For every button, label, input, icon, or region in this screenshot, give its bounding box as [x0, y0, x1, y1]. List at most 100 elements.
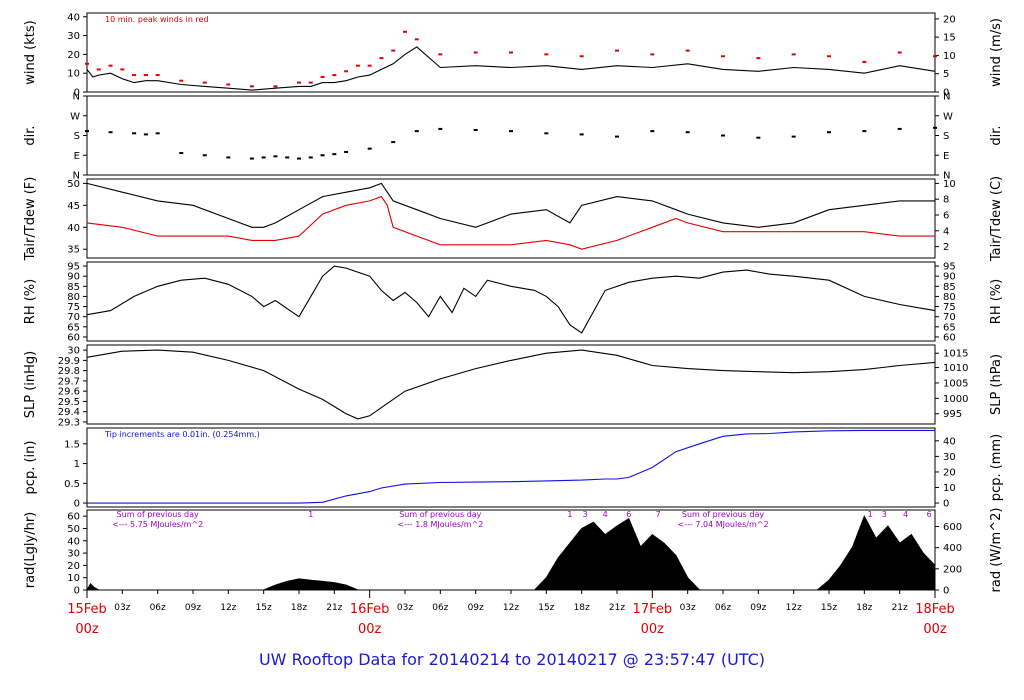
- series-point: [261, 156, 266, 159]
- series-point: [332, 74, 337, 77]
- series-point: [297, 81, 301, 84]
- left-tick-label: 40: [67, 12, 80, 23]
- series-point: [509, 130, 513, 133]
- right-tick-label: 75: [943, 302, 956, 313]
- x-minor-label: 21z: [892, 603, 908, 613]
- daily-note-line1: Sum of previous day: [399, 510, 481, 519]
- series-point: [297, 157, 301, 160]
- series-point: [473, 51, 478, 54]
- panel-frame: [86, 95, 936, 176]
- left-tick-label: 0: [74, 586, 80, 597]
- series-point: [391, 49, 396, 52]
- series-point: [414, 130, 419, 133]
- hour-mark: 6: [927, 510, 932, 519]
- left-tick-label: 45: [67, 201, 80, 212]
- x-major-hour: 00z: [923, 622, 947, 637]
- y-axis-label-right: rad (W/m^2): [989, 508, 1004, 593]
- left-tick-label: 60: [67, 332, 80, 343]
- right-tick-label: 400: [943, 543, 962, 554]
- left-tick-label: 29.7: [58, 376, 80, 387]
- x-major-date: 16Feb: [350, 602, 390, 617]
- page-title: UW Rooftop Data for 20140214 to 20140217…: [258, 650, 766, 669]
- hour-mark: 4: [603, 510, 608, 519]
- y-axis-label-right: pcp. (mm): [989, 434, 1004, 501]
- series-point: [344, 150, 349, 153]
- panel-annotation: Tip increments are 0.01in. (0.254mm.): [104, 430, 260, 439]
- left-tick-label: 29.9: [58, 356, 80, 367]
- right-tick-label: E: [943, 151, 949, 162]
- x-minor-label: 09z: [185, 603, 201, 613]
- series-point: [756, 136, 761, 139]
- x-major-hour: 00z: [75, 622, 99, 637]
- hour-mark: 1: [868, 510, 873, 519]
- left-tick-label: 0: [74, 499, 80, 510]
- series-point: [108, 64, 113, 67]
- right-tick-label: 85: [943, 282, 956, 293]
- panel-4: 29.329.429.529.629.729.829.930 995 1000 100…: [23, 344, 1004, 428]
- series-line: [86, 265, 936, 334]
- left-tick-label: 75: [67, 302, 80, 313]
- x-major-date: 15Feb: [67, 602, 107, 617]
- hour-mark: 1: [308, 510, 313, 519]
- right-tick-label: N: [943, 92, 950, 103]
- right-tick-label: 0: [943, 499, 949, 510]
- left-tick-label: W: [70, 111, 80, 122]
- left-tick-label: S: [74, 131, 80, 142]
- right-tick-label: 65: [943, 322, 956, 333]
- series-point: [226, 156, 231, 159]
- right-tick-label: 600: [943, 522, 962, 533]
- panel-0: 0 10 20 30 40 0 5 10 15 20 wind (kts) wind (m/s) 10 …: [23, 12, 1004, 98]
- left-tick-label: 50: [67, 179, 80, 190]
- x-minor-label: 09z: [750, 603, 766, 613]
- right-tick-label: 30: [943, 452, 956, 463]
- x-minor-label: 15z: [256, 603, 272, 613]
- left-tick-label: 60: [67, 512, 80, 523]
- series-point: [650, 53, 655, 56]
- series-point: [897, 51, 902, 54]
- right-tick-label: 10: [943, 483, 956, 494]
- series-point: [143, 74, 148, 77]
- y-axis-label-right: Tair/Tdew (C): [989, 176, 1004, 262]
- series-point: [544, 53, 549, 56]
- x-major-date: 17Feb: [633, 602, 673, 617]
- left-tick-label: 10: [67, 573, 80, 584]
- x-major-hour: 00z: [641, 622, 665, 637]
- x-minor-label: 12z: [503, 603, 519, 613]
- series-point: [438, 53, 443, 56]
- right-tick-label: 1005: [943, 378, 968, 389]
- series-line: [86, 349, 936, 420]
- y-axis-label-right: dir.: [989, 125, 1004, 145]
- x-minor-label: 18z: [291, 603, 307, 613]
- left-tick-label: 35: [67, 245, 80, 256]
- series-point: [379, 57, 384, 60]
- series-point: [650, 130, 655, 133]
- series-point: [862, 130, 867, 133]
- left-tick-label: E: [74, 151, 80, 162]
- x-minor-label: 06z: [715, 603, 731, 613]
- right-tick-label: 200: [943, 564, 962, 575]
- daily-note-line2: <--- 7.04 MJoules/m^2: [677, 520, 768, 529]
- x-minor-label: 09z: [468, 603, 484, 613]
- right-tick-label: 10: [943, 51, 956, 62]
- series-point: [85, 130, 89, 133]
- right-tick-label: 0: [943, 586, 949, 597]
- left-tick-label: 29.4: [58, 407, 80, 418]
- series-point: [96, 68, 101, 71]
- series-point: [403, 30, 407, 33]
- series-point: [756, 57, 761, 60]
- left-tick-label: 40: [67, 223, 80, 234]
- panel-5: 0 0.5 1 1.5 0 10 20 30 40 pcp. (in) pcp. (mm) Tip i…: [23, 427, 1004, 510]
- series-point: [132, 74, 137, 77]
- left-tick-label: 30: [67, 31, 80, 42]
- left-tick-label: 1: [74, 459, 80, 470]
- left-tick-label: 29.8: [58, 366, 80, 377]
- series-point: [827, 55, 831, 58]
- series-line: [86, 182, 935, 228]
- series-line: [86, 195, 935, 250]
- series-point: [579, 133, 584, 136]
- series-point: [332, 153, 337, 156]
- left-tick-label: 20: [67, 50, 80, 61]
- x-minor-label: 15z: [821, 603, 837, 613]
- series-point: [320, 154, 325, 157]
